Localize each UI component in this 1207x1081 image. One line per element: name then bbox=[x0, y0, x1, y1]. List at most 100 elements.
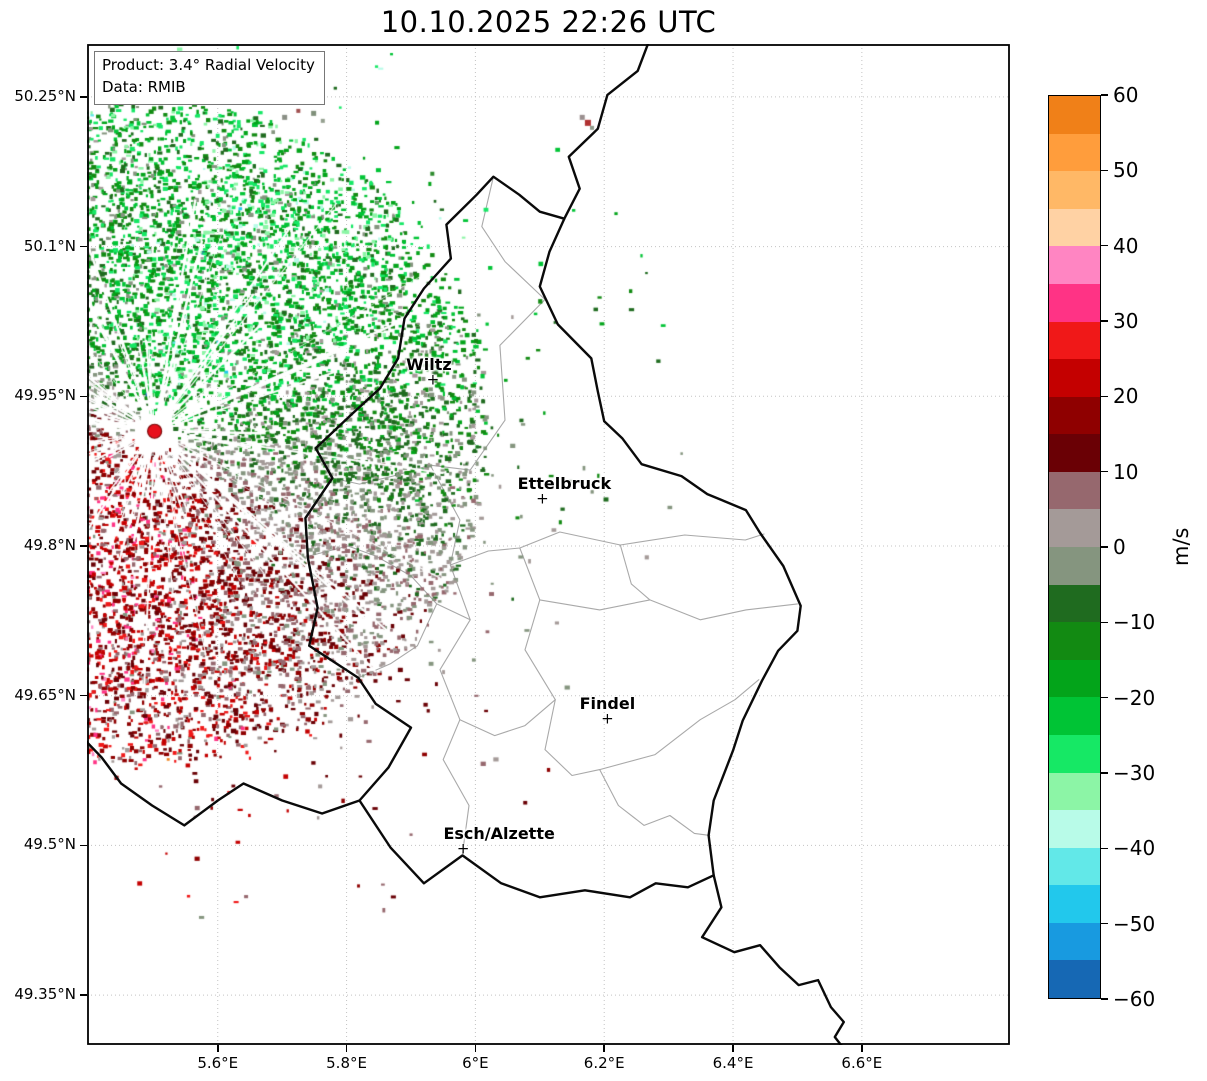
lat-tick bbox=[80, 245, 87, 248]
colorbar-segment bbox=[1049, 171, 1100, 210]
border-belgium-france bbox=[87, 740, 361, 827]
colorbar-segment bbox=[1049, 772, 1100, 811]
figure-title: 10.10.2025 22:26 UTC bbox=[380, 5, 717, 39]
colorbar-tick-label: 0 bbox=[1113, 535, 1126, 559]
lat-tick-label: 49.8°N bbox=[23, 535, 76, 554]
city-label-ettelbruck: Ettelbruck bbox=[517, 474, 612, 494]
city-labels-layer: + Wiltz + Ettelbruck + Findel + Esch/Alzette bbox=[87, 44, 1010, 1045]
colorbar-segment bbox=[1049, 471, 1100, 510]
lon-tick bbox=[345, 1045, 348, 1052]
product-label: Product: 3.4° Radial Velocity bbox=[102, 56, 315, 74]
colorbar-tick bbox=[1101, 621, 1108, 624]
city-marker-wiltz: + bbox=[426, 370, 440, 389]
city-label-wiltz: Wiltz bbox=[406, 355, 452, 375]
colorbar bbox=[1048, 95, 1101, 999]
lat-tick bbox=[80, 96, 87, 98]
city-marker-esch-alzette: + bbox=[456, 839, 470, 858]
map-plot-area: + Wiltz + Ettelbruck + Findel + Esch/Alzette Pr… bbox=[87, 44, 1010, 1045]
colorbar-tick bbox=[1101, 94, 1108, 96]
product-info-box: Product: 3.4° Radial Velocity Data: RMIB bbox=[94, 51, 325, 105]
colorbar-tick-label: −50 bbox=[1113, 911, 1156, 936]
colorbar-tick-label: 40 bbox=[1113, 233, 1139, 258]
city-marker-findel: + bbox=[601, 709, 614, 728]
colorbar-segment bbox=[1049, 96, 1100, 135]
colorbar-segment bbox=[1049, 133, 1100, 172]
colorbar-segment bbox=[1049, 359, 1100, 398]
colorbar-segment bbox=[1049, 246, 1100, 285]
colorbar-tick-label: −20 bbox=[1113, 685, 1156, 710]
colorbar-tick bbox=[1101, 244, 1108, 247]
lat-tick bbox=[80, 844, 87, 847]
colorbar-tick-label: 60 bbox=[1113, 83, 1139, 107]
colorbar-tick bbox=[1101, 320, 1108, 322]
lon-tick bbox=[861, 1045, 863, 1052]
colorbar-tick-label: 20 bbox=[1113, 384, 1139, 409]
lon-tick bbox=[217, 1045, 219, 1052]
lon-tick bbox=[603, 1045, 605, 1052]
colorbar-tick bbox=[1101, 696, 1108, 699]
lat-tick bbox=[80, 545, 87, 547]
colorbar-segment bbox=[1049, 396, 1100, 435]
colorbar-segment bbox=[1049, 960, 1100, 999]
colorbar-tick-label: −40 bbox=[1113, 836, 1156, 861]
colorbar-unit-label: m/s bbox=[1169, 527, 1193, 567]
colorbar-segment bbox=[1049, 734, 1100, 773]
colorbar-segment bbox=[1049, 547, 1100, 586]
lon-tick-label: 5.8°E bbox=[326, 1054, 367, 1072]
plot-frame bbox=[87, 44, 1010, 1045]
lat-tick-label: 50.25°N bbox=[14, 86, 76, 105]
lon-tick-label: 6.2°E bbox=[583, 1054, 625, 1072]
lat-tick-label: 49.5°N bbox=[23, 835, 76, 854]
lat-tick-label: 49.65°N bbox=[14, 685, 76, 704]
lat-tick-label: 49.35°N bbox=[14, 985, 76, 1004]
lon-tick-label: 5.6°E bbox=[197, 1054, 239, 1072]
colorbar-tick-label: 30 bbox=[1113, 309, 1139, 333]
colorbar-segment bbox=[1049, 922, 1100, 961]
radar-velocity-field bbox=[87, 44, 1010, 1045]
colorbar-segment bbox=[1049, 810, 1100, 849]
border-luxembourg bbox=[304, 175, 802, 899]
colorbar-segment bbox=[1049, 885, 1100, 924]
colorbar-segment bbox=[1049, 208, 1100, 247]
colorbar-segment bbox=[1049, 622, 1100, 661]
lat-tick-label: 50.1°N bbox=[23, 236, 76, 255]
colorbar-tick-label: −60 bbox=[1113, 987, 1156, 1011]
lat-tick bbox=[80, 694, 87, 697]
colorbar-tick bbox=[1101, 470, 1108, 473]
lon-tick-label: 6.4°E bbox=[712, 1054, 754, 1072]
colorbar-tick bbox=[1101, 998, 1108, 1000]
colorbar-gradient bbox=[1049, 96, 1100, 999]
city-label-findel: Findel bbox=[579, 693, 636, 713]
colorbar-segment bbox=[1049, 434, 1100, 473]
colorbar-tick-label: −10 bbox=[1113, 610, 1156, 635]
colorbar-tick bbox=[1101, 772, 1108, 774]
border-germany-france bbox=[700, 874, 845, 1045]
colorbar-segment bbox=[1049, 283, 1100, 322]
colorbar-segment bbox=[1049, 697, 1100, 736]
lon-tick bbox=[474, 1045, 477, 1052]
colorbar-segment bbox=[1049, 321, 1100, 360]
lon-tick-label: 6°E bbox=[462, 1054, 489, 1072]
colorbar-tick bbox=[1101, 546, 1108, 548]
colorbar-segment bbox=[1049, 584, 1100, 623]
colorbar-tick bbox=[1101, 395, 1108, 398]
lat-tick-label: 49.95°N bbox=[14, 386, 76, 405]
colorbar-tick-label: 10 bbox=[1113, 459, 1139, 484]
lat-tick bbox=[80, 395, 87, 398]
city-label-esch-alzette: Esch/Alzette bbox=[443, 824, 555, 844]
lon-tick bbox=[732, 1045, 734, 1052]
lat-tick bbox=[80, 994, 87, 996]
colorbar-segment bbox=[1049, 847, 1100, 886]
colorbar-tick-label: −30 bbox=[1113, 761, 1156, 785]
colorbar-tick-label: 50 bbox=[1113, 158, 1139, 183]
colorbar-tick bbox=[1101, 169, 1108, 172]
data-source-label: Data: RMIB bbox=[102, 77, 186, 96]
lon-tick-label: 6.6°E bbox=[841, 1054, 883, 1072]
city-marker-ettelbruck: + bbox=[536, 489, 549, 508]
colorbar-tick bbox=[1101, 922, 1108, 925]
border-belgium-germany bbox=[563, 44, 650, 220]
country-borders-layer bbox=[87, 44, 1010, 1045]
colorbar-segment bbox=[1049, 509, 1100, 548]
colorbar-segment bbox=[1049, 659, 1100, 698]
